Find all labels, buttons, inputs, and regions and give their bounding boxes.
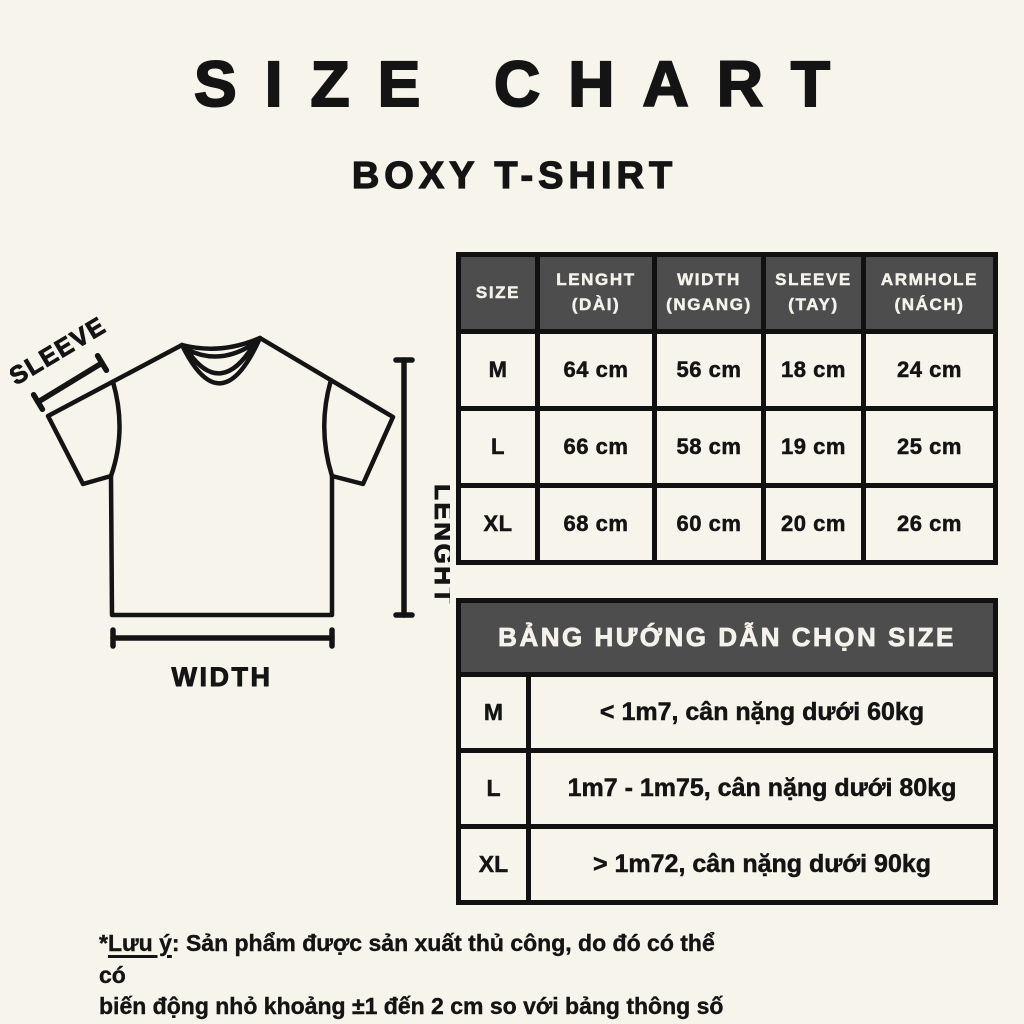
- guide-size-m: M: [461, 677, 526, 748]
- guide-size-xl: XL: [461, 829, 526, 900]
- column-header-length: LENGHT (DÀI): [540, 257, 652, 329]
- width-dimension-line: [110, 627, 335, 649]
- column-header-width: WIDTH (NGANG): [657, 257, 761, 329]
- guide-desc-m: < 1m7, cân nặng dưới 60kg: [531, 677, 993, 748]
- column-header-size: SIZE: [461, 257, 535, 329]
- table-cell: 60 cm: [657, 488, 761, 560]
- guide-table-title: BẢNG HƯỚNG DẪN CHỌN SIZE: [461, 603, 993, 672]
- footnote-label: Lưu ý: [107, 930, 172, 956]
- footnote-line2: biến động nhỏ khoảng ±1 đến 2 cm so với …: [99, 993, 724, 1020]
- column-header-sleeve: SLEEVE (TAY): [766, 257, 861, 329]
- size-label-m: M: [461, 334, 535, 406]
- table-cell: 20 cm: [766, 488, 861, 560]
- table-cell: 56 cm: [657, 334, 761, 406]
- guide-desc-xl: > 1m72, cân nặng dưới 90kg: [531, 829, 993, 900]
- table-cell: 19 cm: [766, 411, 861, 483]
- size-label-xl: XL: [461, 488, 535, 560]
- size-label-l: L: [461, 411, 535, 483]
- width-label: WIDTH: [172, 662, 273, 692]
- footnote-text-1: : Sản phẩm được sản xuất thủ công, do đó…: [99, 930, 715, 988]
- table-cell: 58 cm: [657, 411, 761, 483]
- tshirt-icon: [45, 335, 396, 618]
- table-cell: 26 cm: [866, 488, 993, 560]
- length-dimension-line: [393, 357, 415, 618]
- tshirt-measurement-diagram: SLEEVE LENGHT WIDTH: [10, 311, 450, 692]
- guide-size-l: L: [461, 753, 526, 824]
- table-cell: 64 cm: [540, 334, 652, 406]
- size-guide-table: BẢNG HƯỚNG DẪN CHỌN SIZE M < 1m7, cân nặ…: [456, 598, 998, 905]
- sleeve-dimension-line: [30, 352, 110, 413]
- table-cell: 66 cm: [540, 411, 652, 483]
- sleeve-label: SLEEVE: [10, 311, 111, 390]
- length-label: LENGHT: [429, 484, 450, 606]
- table-cell: 24 cm: [866, 334, 993, 406]
- table-cell: 68 cm: [540, 488, 652, 560]
- column-header-armhole: ARMHOLE (NÁCH): [866, 257, 993, 329]
- page-title: SIZE CHART: [193, 48, 858, 120]
- page-subtitle: BOXY T-SHIRT: [351, 155, 678, 197]
- footnote: *Lưu ý: Sản phẩm được sản xuất thủ công,…: [99, 928, 739, 1023]
- footnote-line1: *Lưu ý: Sản phẩm được sản xuất thủ công,…: [99, 928, 739, 991]
- size-measurements-table: SIZE LENGHT (DÀI) WIDTH (NGANG) SLEEVE (…: [456, 252, 998, 565]
- guide-desc-l: 1m7 - 1m75, cân nặng dưới 80kg: [531, 753, 993, 824]
- table-cell: 25 cm: [866, 411, 993, 483]
- footnote-star: *: [99, 930, 108, 956]
- table-cell: 18 cm: [766, 334, 861, 406]
